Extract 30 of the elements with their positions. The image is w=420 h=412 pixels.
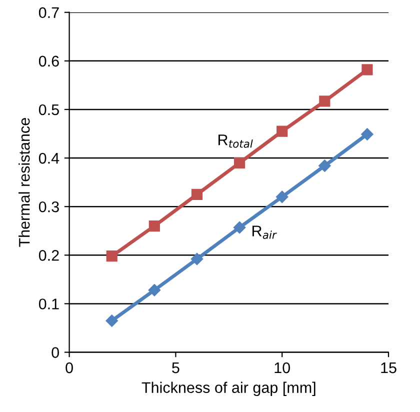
point [362, 64, 373, 76]
x-tick-label: 0 [66, 362, 73, 374]
point [106, 250, 118, 262]
y-axis-title: Thermal resistance [18, 118, 30, 247]
point [148, 220, 160, 232]
x-axis-title: Thickness of air gap [mm] [142, 382, 316, 396]
y-tick-label: 0.3 [38, 201, 59, 212]
y-tick-label: 0.6 [38, 56, 59, 67]
y-tick-label: 0.5 [38, 104, 59, 116]
y-tick-label: 0.1 [38, 298, 59, 310]
y-tick-label: 0.7 [38, 7, 59, 18]
point [318, 160, 331, 172]
point [190, 252, 204, 266]
y-tick-label: 0.4 [38, 152, 60, 164]
point [106, 314, 118, 327]
point [276, 126, 288, 137]
point [319, 96, 330, 107]
series-label: R$_{total}$ [218, 134, 253, 148]
x-tick-label: 10 [274, 362, 290, 374]
x-tick-label: 5 [172, 362, 180, 374]
x-tick-label: 15 [381, 362, 396, 374]
y-tick-label: 0 [52, 347, 59, 358]
point [276, 190, 288, 203]
point [191, 188, 203, 200]
point [148, 284, 161, 296]
series-label: R$_{air}$ [252, 226, 277, 239]
y-tick-label: 0.2 [38, 250, 59, 261]
point [234, 157, 246, 168]
point [361, 128, 374, 140]
point [233, 221, 246, 234]
